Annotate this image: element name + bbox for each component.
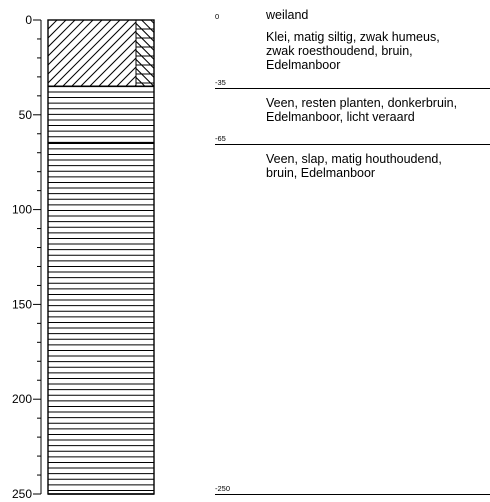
hatch-line [48,20,76,48]
layer-boundary-label-peat-1: -65 [215,134,226,143]
sidebar-hatch-line [136,58,154,79]
depth-axis: 0 50 100 150 200 250 [12,13,42,501]
axis-tick-label: 250 [12,487,32,501]
hatch-line [48,20,112,84]
layer-description-peat-2: Veen, slap, matig houthoudend, bruin, Ed… [266,152,442,180]
column-frame [47,19,155,495]
sidebar-hatch-line [150,20,154,25]
axis-tick-label: 100 [12,203,32,217]
hatch-line [80,30,136,87]
axis-tick-label: 200 [12,392,32,406]
soil-column [47,19,155,495]
hatch-line [116,66,136,87]
axis-tick-label: 0 [25,13,32,27]
axis-tick-label: 50 [19,108,33,122]
sidebar-hatch-line [136,49,154,70]
layer-pattern-peat-2 [48,148,154,491]
layer-boundary-line-peat-1 [215,144,490,145]
hatch-line [48,20,94,66]
surface-depth-label: 0 [215,12,220,21]
clay-hatch-pattern [48,20,136,87]
hatch-line [53,20,121,87]
clay-sidebar-pattern [136,20,154,87]
layer-boundary-line-clay [215,88,490,89]
sidebar-hatch-line [141,20,154,34]
hatch-line [98,48,136,87]
sidebar-hatch-line [136,22,154,43]
layer-pattern-peat-1 [48,91,154,143]
end-depth-label: -250 [215,484,231,493]
layer-boundary-label-clay: -35 [215,78,226,87]
hatch-line [62,20,130,87]
hatch-line [48,20,103,75]
sidebar-hatch-line [136,40,154,61]
hatch-line [48,20,85,57]
hatch-line [48,20,67,39]
hatch-line [89,39,136,87]
end-boundary-line [215,494,490,495]
layer-description-peat-1: Veen, resten planten, donkerbruin, Edelm… [266,96,458,124]
layer-description-clay: Klei, matig siltig, zwak humeus, zwak ro… [266,30,440,72]
surface-label: weiland [266,8,309,22]
sidebar-hatch-line [136,67,154,87]
hatch-line [71,21,136,87]
hatch-line [107,57,136,87]
axis-tick-label: 150 [12,297,32,311]
sidebar-hatch-line [136,31,154,52]
